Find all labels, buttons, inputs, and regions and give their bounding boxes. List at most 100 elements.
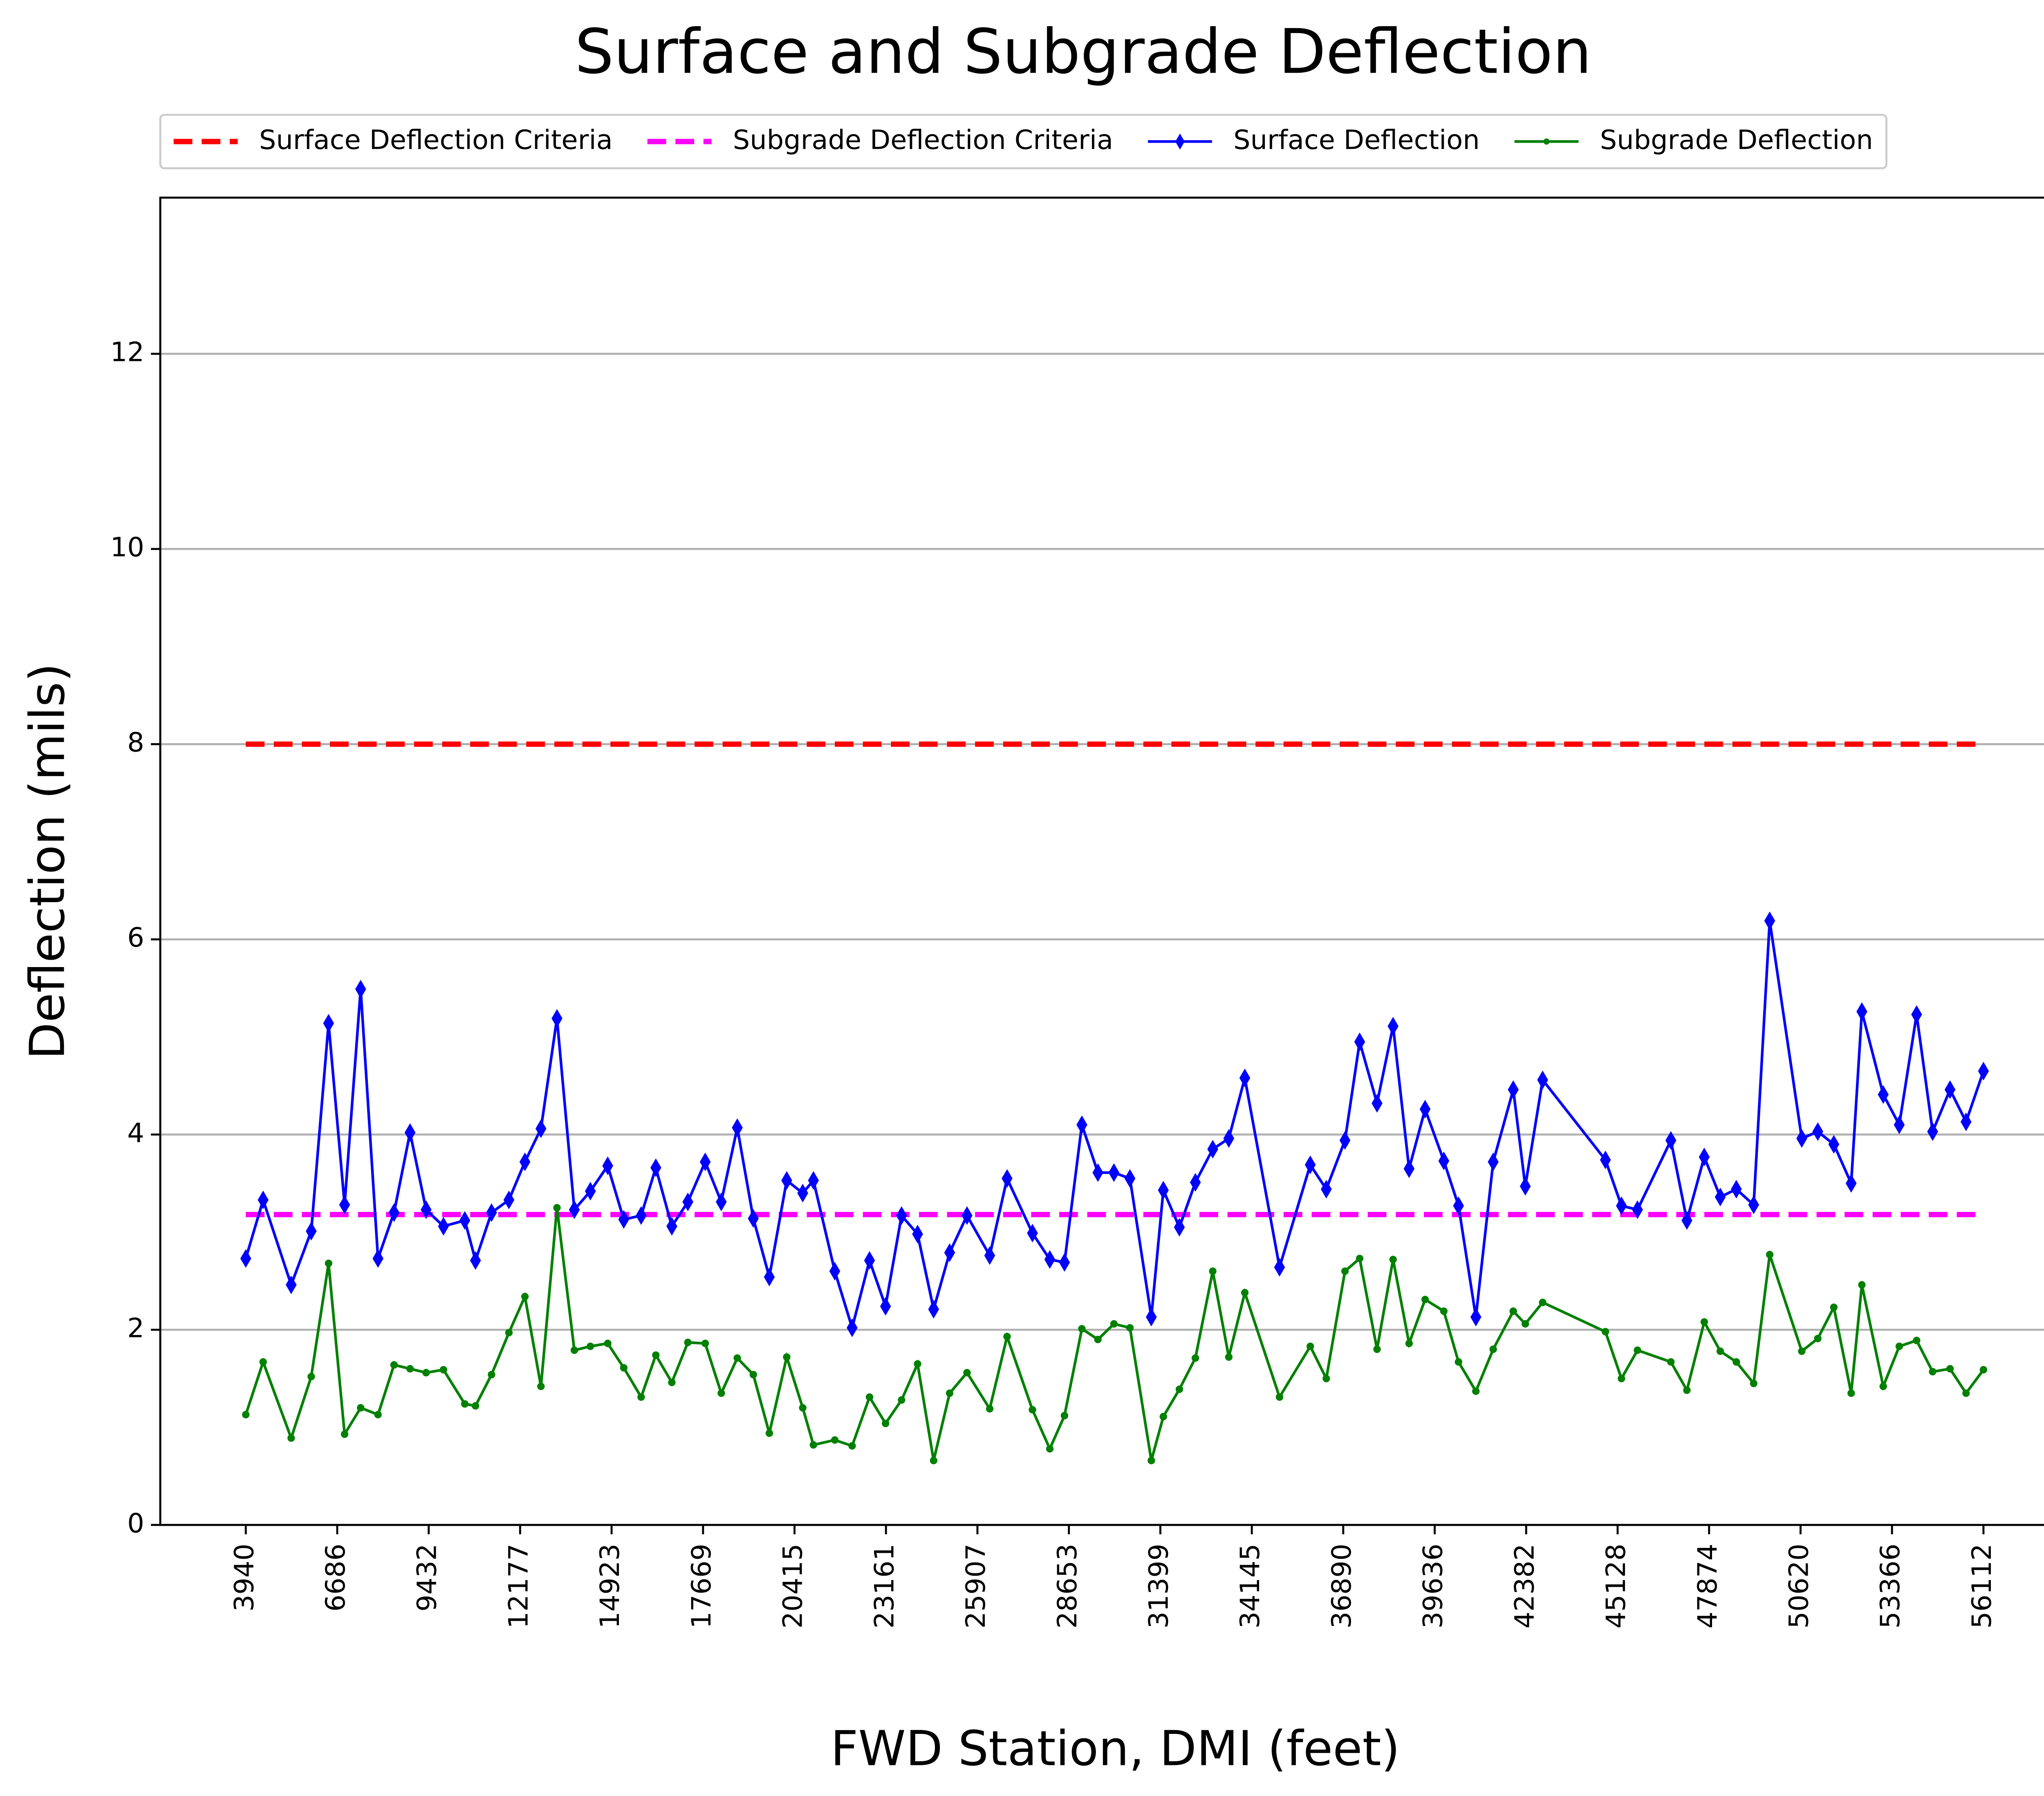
marker — [1960, 1112, 1972, 1131]
legend-label: Surface Deflection Criteria — [259, 124, 613, 155]
marker — [829, 1262, 840, 1281]
marker — [1146, 1308, 1157, 1327]
marker — [1321, 1180, 1332, 1199]
marker — [569, 1200, 580, 1219]
y-tick-label: 12 — [110, 337, 144, 368]
marker — [372, 1249, 384, 1268]
marker — [620, 1364, 628, 1372]
marker — [898, 1396, 905, 1404]
x-axis-label: FWD Station, DMI (feet) — [831, 1720, 1400, 1776]
marker — [1405, 1339, 1413, 1347]
legend-label: Subgrade Deflection Criteria — [733, 124, 1113, 155]
marker — [764, 1268, 775, 1287]
marker — [1387, 1017, 1399, 1036]
marker — [287, 1434, 295, 1442]
marker — [732, 1118, 743, 1137]
marker — [783, 1353, 791, 1361]
marker — [701, 1339, 709, 1347]
marker — [1209, 1267, 1217, 1275]
marker — [1239, 1068, 1251, 1088]
marker — [1275, 1393, 1284, 1401]
marker — [488, 1371, 495, 1379]
x-tick-label: 3940 — [229, 1544, 260, 1612]
marker — [635, 1206, 647, 1225]
marker — [1929, 1368, 1936, 1376]
marker — [808, 1171, 819, 1190]
marker — [439, 1366, 447, 1374]
marker — [1732, 1358, 1740, 1366]
marker — [1979, 1366, 1988, 1374]
marker — [946, 1389, 954, 1397]
x-tick-label: 12177 — [503, 1544, 534, 1629]
marker — [1683, 1386, 1691, 1394]
marker — [1522, 1320, 1529, 1328]
marker — [355, 980, 366, 999]
marker — [668, 1379, 676, 1386]
marker — [503, 1190, 515, 1209]
marker — [461, 1400, 469, 1408]
marker — [1078, 1325, 1086, 1333]
marker — [1339, 1131, 1351, 1150]
marker — [1044, 1250, 1056, 1269]
marker — [1509, 1307, 1517, 1315]
marker — [1307, 1342, 1314, 1350]
marker — [1094, 1336, 1102, 1344]
marker — [1962, 1389, 1970, 1397]
marker — [1879, 1382, 1887, 1390]
marker — [1539, 1299, 1546, 1306]
x-tick-label: 23161 — [869, 1544, 900, 1629]
marker — [1681, 1211, 1692, 1230]
x-tick-label: 28653 — [1052, 1544, 1083, 1629]
marker — [652, 1351, 660, 1359]
marker — [1798, 1347, 1806, 1355]
marker — [1845, 1174, 1857, 1193]
marker — [1190, 1173, 1201, 1192]
marker — [1241, 1289, 1249, 1297]
x-tick-label: 31399 — [1143, 1544, 1174, 1629]
marker — [1341, 1267, 1349, 1275]
marker — [285, 1275, 297, 1294]
legend-label: Surface Deflection — [1233, 124, 1480, 155]
marker — [666, 1217, 677, 1236]
marker — [472, 1402, 480, 1410]
marker — [1223, 1129, 1235, 1148]
marker — [930, 1457, 937, 1465]
marker — [1913, 1337, 1921, 1344]
marker — [1699, 1147, 1710, 1167]
marker — [535, 1119, 547, 1138]
marker — [374, 1411, 382, 1419]
marker — [733, 1354, 741, 1362]
marker — [963, 1369, 971, 1377]
legend-box — [159, 114, 1887, 170]
marker — [1207, 1140, 1218, 1159]
marker — [716, 1192, 727, 1212]
marker — [325, 1259, 332, 1268]
marker — [570, 1346, 578, 1354]
marker — [1389, 1256, 1397, 1263]
marker — [537, 1382, 545, 1390]
marker — [682, 1192, 693, 1212]
marker — [781, 1171, 792, 1190]
marker — [1766, 1251, 1774, 1259]
x-tick-label: 34145 — [1235, 1544, 1266, 1629]
marker — [1830, 1303, 1838, 1311]
marker — [1812, 1122, 1823, 1141]
marker — [1453, 1196, 1464, 1215]
marker — [470, 1251, 481, 1270]
marker — [339, 1195, 350, 1214]
marker — [1927, 1122, 1938, 1141]
marker — [585, 1182, 596, 1201]
x-tick-label: 56112 — [1966, 1544, 1997, 1629]
marker — [1076, 1115, 1087, 1134]
marker — [799, 1404, 807, 1412]
marker — [1175, 1385, 1183, 1393]
marker — [242, 1411, 250, 1419]
marker — [912, 1225, 923, 1244]
marker — [1878, 1085, 1889, 1104]
x-tick-label: 42382 — [1509, 1544, 1540, 1629]
marker — [637, 1393, 645, 1401]
marker — [1618, 1375, 1625, 1382]
y-tick-label: 8 — [127, 727, 144, 758]
marker — [1274, 1258, 1285, 1277]
